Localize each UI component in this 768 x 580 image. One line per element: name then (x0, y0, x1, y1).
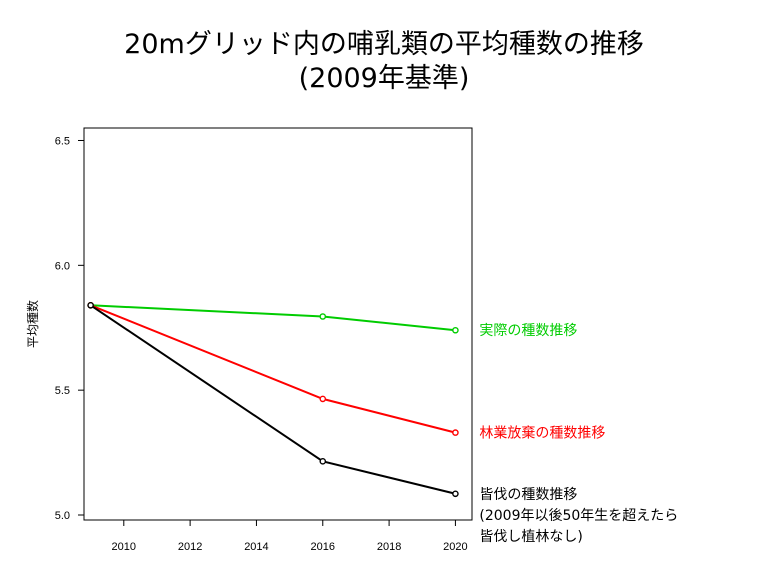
x-tick-label: 2010 (112, 541, 136, 553)
x-tick-label: 2014 (244, 541, 268, 553)
y-tick-label: 6.0 (55, 260, 70, 272)
y-tick-label: 6.5 (55, 135, 70, 147)
data-point (452, 490, 459, 498)
data-point (319, 313, 327, 320)
data-point (319, 458, 327, 465)
chart-subtitle: (2009年基準) (298, 63, 470, 94)
series-label: 実際の種数推移 (479, 323, 577, 339)
series-line (90, 304, 456, 495)
x-tick-label: 2016 (311, 541, 335, 553)
y-axis-label: 平均種数 (25, 300, 40, 348)
series-label: (2009年以後50年生を超えたら (479, 508, 678, 524)
y-tick-label: 5.5 (55, 385, 70, 397)
chart-title: 20mグリッド内の哺乳類の平均種数の推移 (124, 29, 644, 60)
series-label: 林業放棄の種数推移 (479, 426, 605, 442)
plot-area (83, 127, 473, 521)
data-point (452, 429, 459, 436)
x-tick-label: 2018 (377, 541, 401, 553)
x-tick-label: 2020 (443, 541, 467, 553)
data-point (452, 326, 459, 334)
x-tick-label: 2012 (178, 541, 202, 553)
data-point (319, 395, 327, 403)
series-label: 皆伐し植林なし) (479, 529, 582, 545)
series-label: 皆伐の種数推移 (479, 487, 577, 503)
y-tick-label: 5.0 (55, 510, 70, 522)
data-point (87, 301, 94, 309)
